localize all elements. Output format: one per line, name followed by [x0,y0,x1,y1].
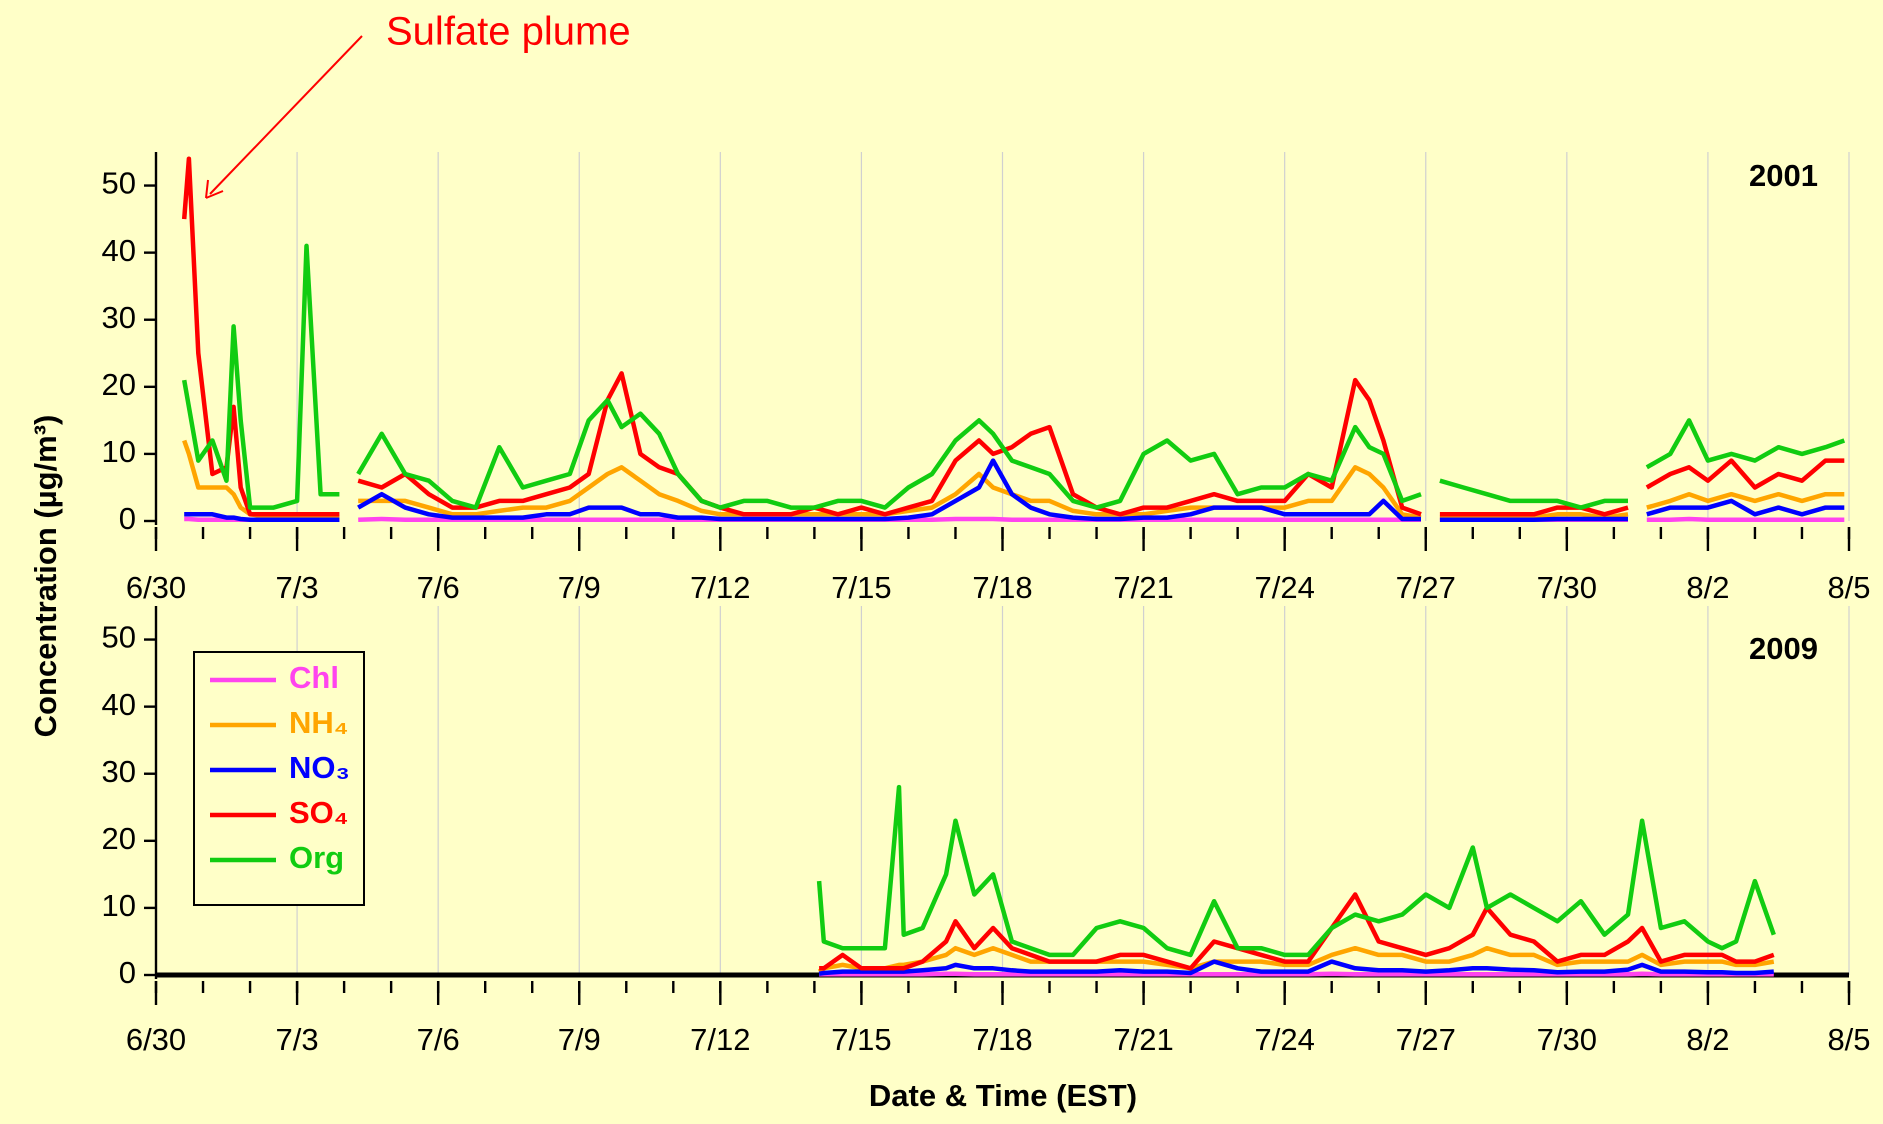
data-line [181,243,1846,510]
data-line [184,458,1845,522]
annotation-arrow [209,35,363,195]
y-tick-label: 0 [119,955,136,990]
x-tick-label: 7/3 [276,570,319,605]
x-tick-label: 7/18 [972,570,1032,605]
x-tick-label: 7/27 [1396,1022,1456,1057]
x-axis-title: Date & Time (EST) [869,1078,1137,1113]
legend-box [193,651,365,906]
y-tick-label: 40 [102,233,136,268]
x-tick-label: 7/30 [1537,570,1597,605]
y-tick-label: 20 [102,821,136,856]
y-tick-label: 20 [102,367,136,402]
legend-label: Org [289,840,344,875]
x-tick-label: 7/24 [1254,570,1314,605]
legend-label: SO₄ [289,795,349,830]
x-tick-label: 7/12 [690,1022,750,1057]
x-tick-label: 7/12 [690,570,750,605]
x-tick-label: 6/30 [126,570,186,605]
x-tick-label: 8/2 [1686,1022,1729,1057]
panel-label: 2001 [1749,158,1818,193]
y-tick-label: 40 [102,687,136,722]
x-tick-label: 6/30 [126,1022,186,1057]
x-tick-label: 7/15 [831,1022,891,1057]
y-tick-label: 0 [119,501,136,536]
data-line [819,971,1774,977]
y-tick-label: 10 [102,434,136,469]
x-tick-label: 7/6 [417,1022,460,1057]
x-tick-label: 7/18 [972,1022,1032,1057]
data-line [181,156,1845,517]
x-tick-label: 7/21 [1113,570,1173,605]
x-tick-label: 8/5 [1827,1022,1870,1057]
data-line [817,945,1775,974]
x-tick-label: 7/6 [417,570,460,605]
x-tick-label: 7/21 [1113,1022,1173,1057]
y-axis-title: Concentration (µg/m³) [28,415,63,738]
annotation: Sulfate plume [386,10,631,54]
x-tick-label: 8/5 [1827,570,1870,605]
x-tick-label: 7/24 [1254,1022,1314,1057]
panel-label: 2009 [1749,631,1818,666]
y-tick-label: 50 [102,166,136,201]
x-tick-label: 7/30 [1537,1022,1597,1057]
data-line [816,784,1776,958]
arrow-head [205,179,224,199]
legend-label: NO₃ [289,750,350,785]
data-line [818,959,1774,976]
y-tick-label: 30 [102,754,136,789]
y-tick-label: 30 [102,300,136,335]
legend-label: NH₄ [289,705,349,740]
x-tick-label: 7/15 [831,570,891,605]
y-tick-label: 50 [102,620,136,655]
x-tick-label: 7/9 [558,570,601,605]
x-tick-label: 7/27 [1396,570,1456,605]
x-tick-label: 7/3 [276,1022,319,1057]
y-tick-label: 10 [102,888,136,923]
x-tick-label: 8/2 [1686,570,1729,605]
legend-label: Chl [289,660,339,695]
data-line [819,892,1775,971]
x-tick-label: 7/9 [558,1022,601,1057]
